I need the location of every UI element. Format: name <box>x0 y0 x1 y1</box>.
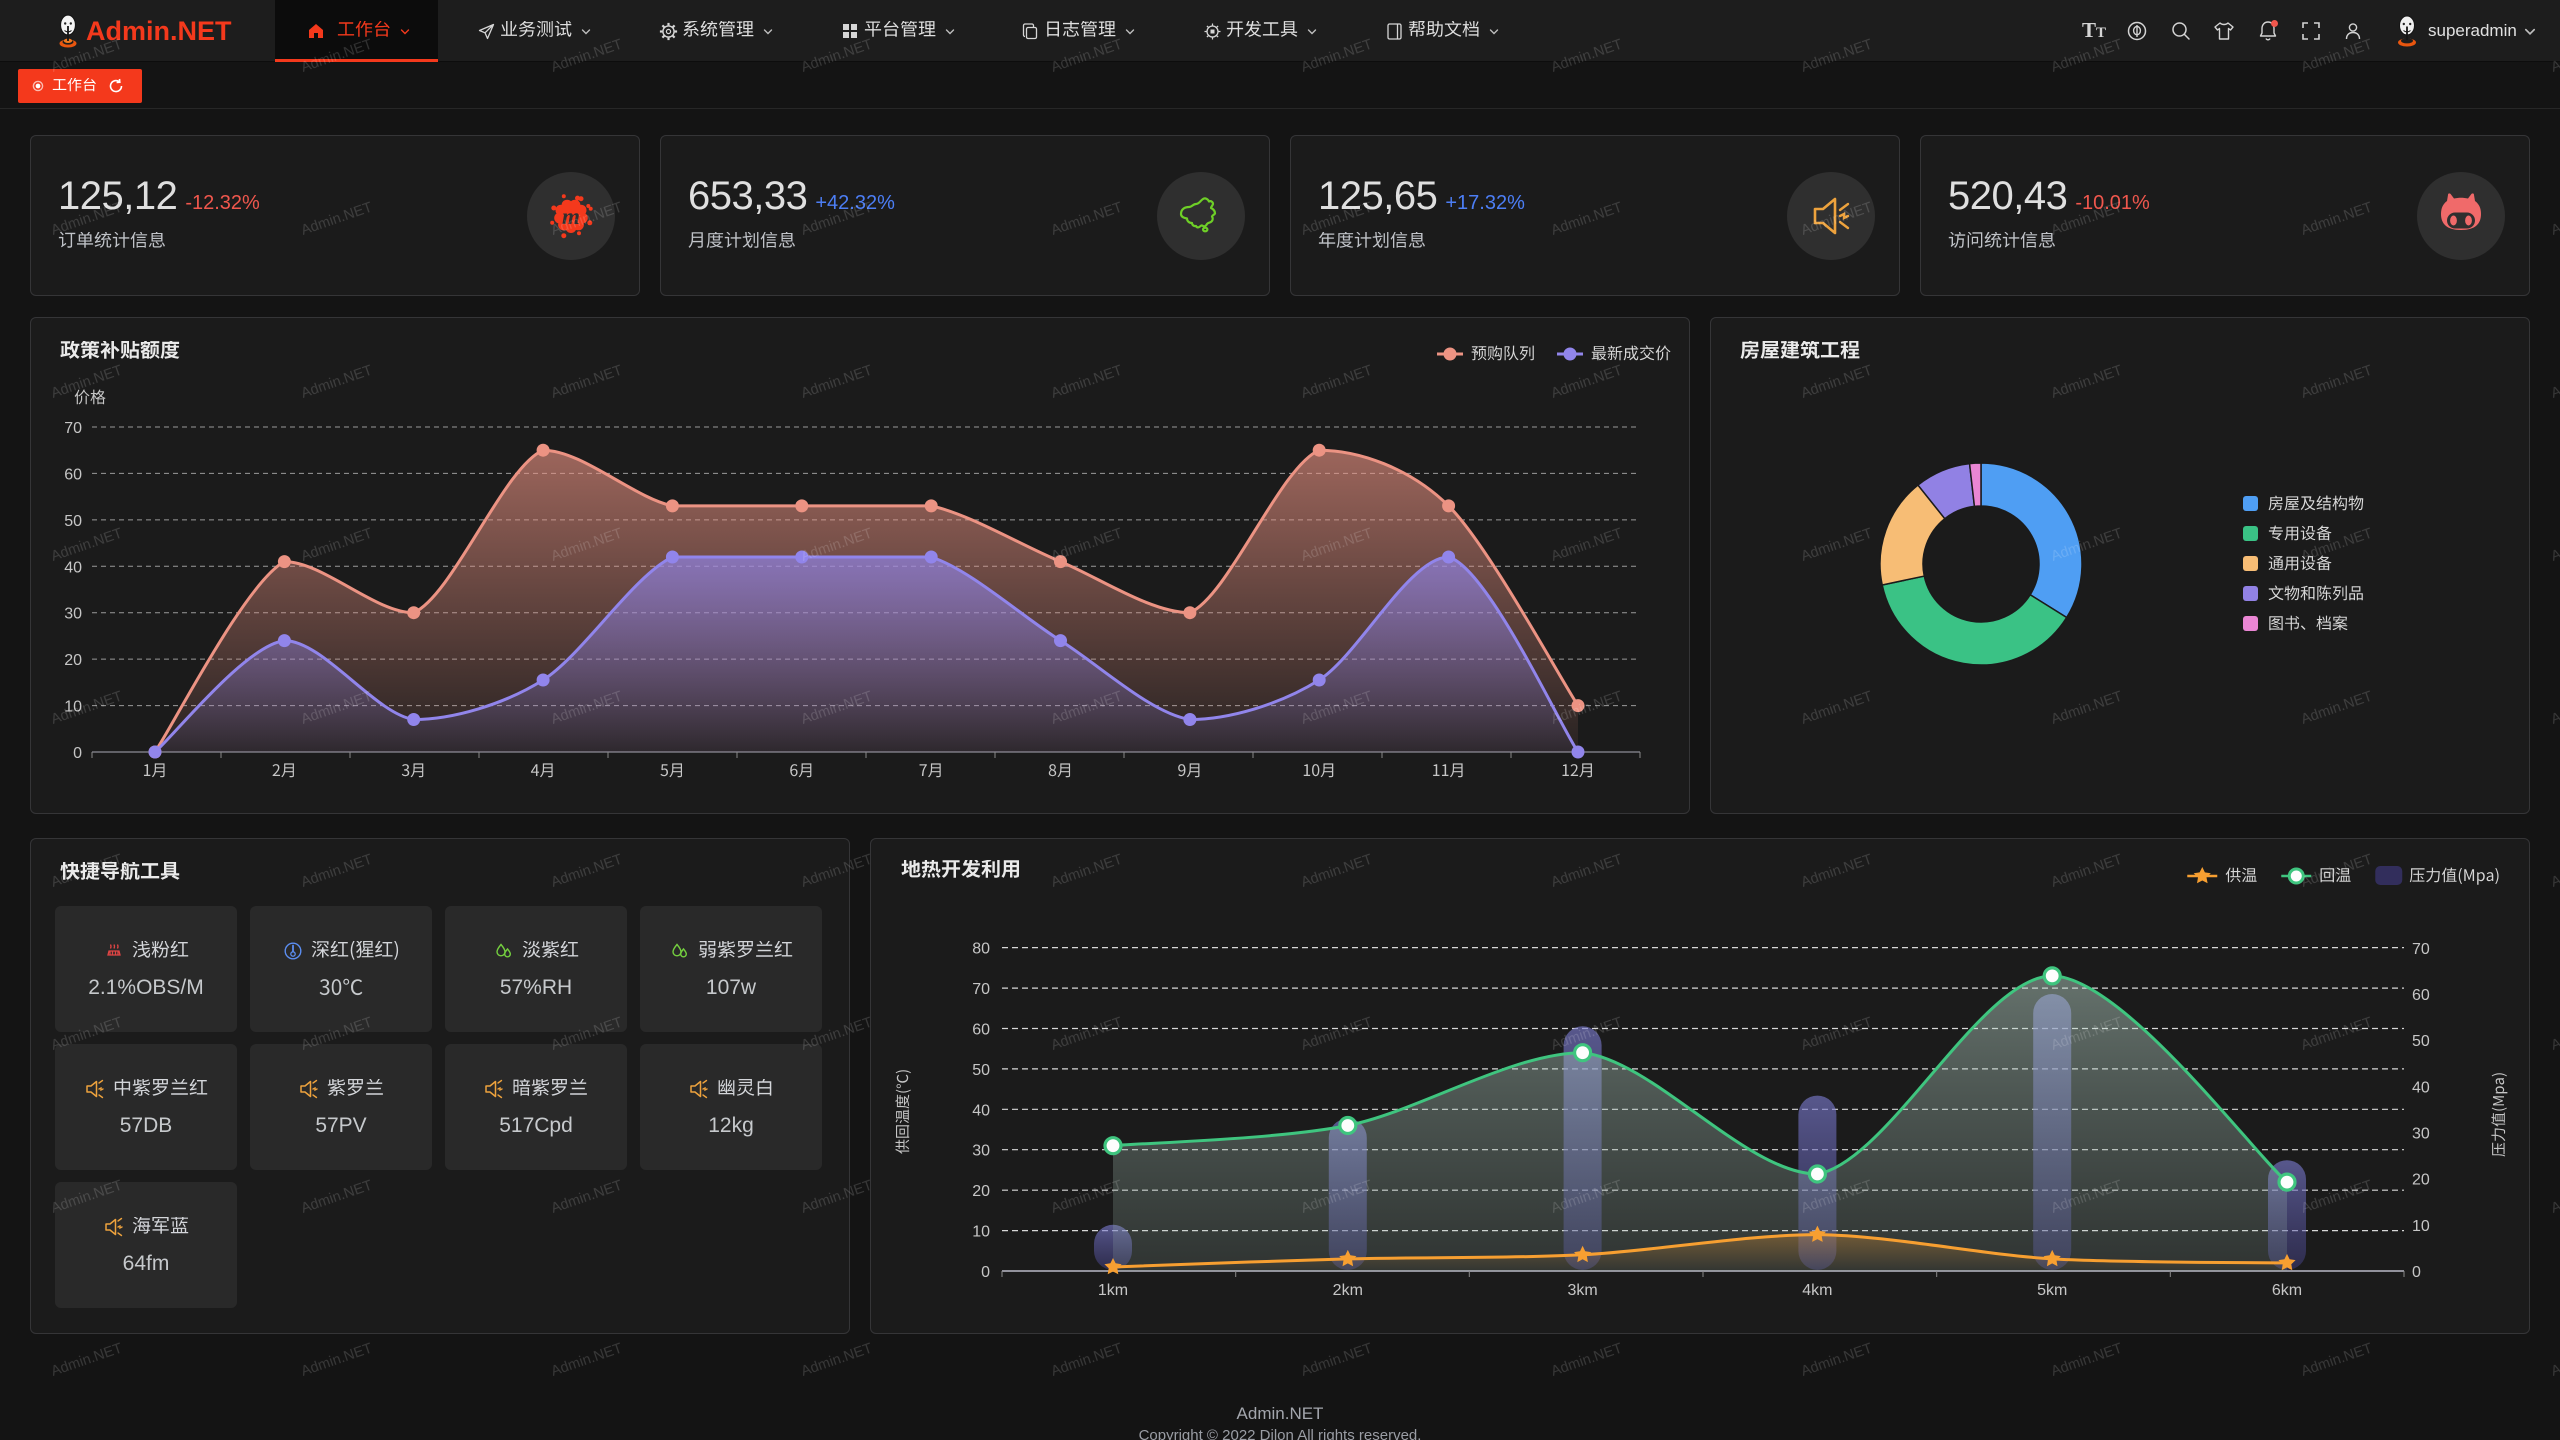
svg-text:0: 0 <box>73 745 82 762</box>
svg-text:3km: 3km <box>1567 1282 1597 1299</box>
svg-text:40: 40 <box>64 559 82 576</box>
svg-text:m: m <box>562 204 580 229</box>
svg-text:40: 40 <box>972 1102 990 1119</box>
svg-text:50: 50 <box>2412 1033 2430 1050</box>
svg-text:30: 30 <box>972 1143 990 1160</box>
svg-text:30: 30 <box>2412 1126 2430 1143</box>
svg-text:20: 20 <box>972 1183 990 1200</box>
svg-text:50: 50 <box>972 1062 990 1079</box>
svg-text:80: 80 <box>972 941 990 958</box>
svg-text:70: 70 <box>64 420 82 437</box>
svg-text:10: 10 <box>972 1224 990 1241</box>
svg-text:6km: 6km <box>2272 1282 2302 1299</box>
svg-text:50: 50 <box>64 513 82 530</box>
svg-text:60: 60 <box>64 466 82 483</box>
svg-text:70: 70 <box>972 981 990 998</box>
svg-text:1km: 1km <box>1098 1282 1128 1299</box>
svg-text:10: 10 <box>64 699 82 716</box>
svg-text:40: 40 <box>2412 1079 2430 1096</box>
svg-text:0: 0 <box>981 1264 990 1281</box>
svg-text:70: 70 <box>2412 941 2430 958</box>
svg-text:20: 20 <box>64 652 82 669</box>
svg-text:5km: 5km <box>2037 1282 2067 1299</box>
svg-text:0: 0 <box>2412 1264 2421 1281</box>
svg-text:10: 10 <box>2412 1218 2430 1235</box>
svg-text:30: 30 <box>64 606 82 623</box>
svg-text:2km: 2km <box>1333 1282 1363 1299</box>
svg-text:60: 60 <box>2412 987 2430 1004</box>
svg-text:20: 20 <box>2412 1172 2430 1189</box>
svg-text:60: 60 <box>972 1022 990 1039</box>
svg-text:4km: 4km <box>1802 1282 1832 1299</box>
